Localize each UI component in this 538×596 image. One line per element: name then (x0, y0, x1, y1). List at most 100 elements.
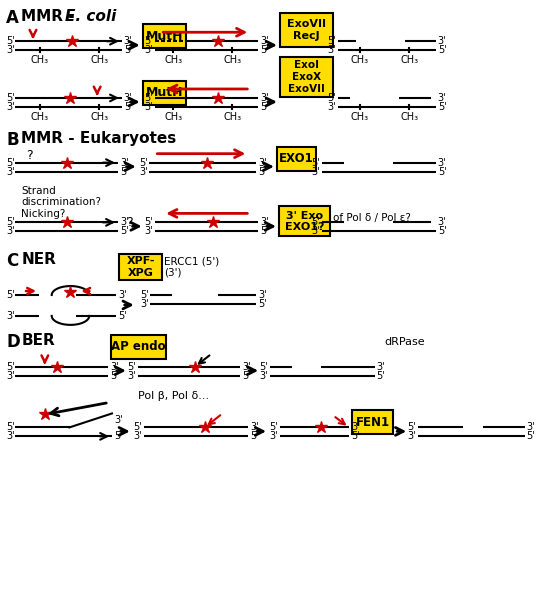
Text: 3': 3' (438, 93, 447, 103)
Text: ERCC1 (5'): ERCC1 (5') (164, 256, 220, 266)
Text: 3': 3' (140, 299, 148, 309)
Text: 3': 3' (260, 218, 268, 227)
Text: dRPase: dRPase (385, 337, 425, 347)
Text: 3' Exo
EXO1?: 3' Exo EXO1? (285, 210, 324, 232)
Text: 5': 5' (133, 423, 141, 432)
Text: 3': 3' (6, 226, 15, 236)
Text: 3': 3' (250, 423, 259, 432)
FancyBboxPatch shape (279, 206, 330, 236)
Text: 3': 3' (312, 226, 320, 236)
Text: MMR - Eukaryotes: MMR - Eukaryotes (21, 131, 176, 146)
Text: NER: NER (21, 252, 56, 267)
Text: 3': 3' (127, 371, 136, 381)
Text: 5': 5' (139, 157, 147, 167)
Text: MutH: MutH (146, 30, 183, 43)
Text: 3': 3' (124, 36, 132, 46)
Text: BER: BER (21, 333, 55, 348)
Text: MutH: MutH (146, 86, 183, 100)
Text: 3': 3' (438, 157, 447, 167)
Text: 5': 5' (124, 102, 132, 112)
Text: 3': 3' (145, 226, 153, 236)
FancyBboxPatch shape (277, 147, 316, 170)
Text: 5': 5' (140, 290, 148, 300)
Text: 3': 3' (6, 167, 15, 176)
Text: 3': 3' (118, 290, 126, 300)
Text: 5': 5' (242, 371, 251, 381)
Text: 3': 3' (110, 362, 118, 372)
FancyBboxPatch shape (352, 411, 393, 434)
Text: 5': 5' (6, 157, 15, 167)
Text: 3': 3' (145, 102, 153, 112)
Text: 5': 5' (438, 45, 447, 55)
Text: 3': 3' (6, 311, 15, 321)
Text: 5': 5' (120, 167, 129, 176)
Text: 5': 5' (327, 36, 336, 46)
Text: 3': 3' (242, 362, 251, 372)
Text: 3': 3' (6, 371, 15, 381)
Text: 3': 3' (120, 157, 129, 167)
Text: 3': 3' (258, 290, 267, 300)
Text: 3': 3' (139, 167, 147, 176)
Text: 5': 5' (6, 290, 15, 300)
Text: 5': 5' (377, 371, 385, 381)
Text: 5': 5' (110, 371, 119, 381)
Text: Strand
discrimination?
Nicking?: Strand discrimination? Nicking? (21, 185, 101, 219)
Text: CH₃: CH₃ (223, 112, 242, 122)
Text: E. coli: E. coli (65, 10, 116, 24)
Text: 3': 3' (120, 218, 129, 227)
Text: ?: ? (26, 149, 32, 162)
Text: 3': 3' (312, 167, 320, 176)
Text: D: D (6, 333, 20, 351)
Text: 3': 3' (438, 36, 447, 46)
Text: CH₃: CH₃ (31, 112, 49, 122)
Text: 5': 5' (250, 432, 259, 442)
Text: Pol β, Pol δ...: Pol β, Pol δ... (138, 390, 209, 401)
Text: 5': 5' (118, 311, 126, 321)
Text: CH₃: CH₃ (400, 55, 418, 65)
Text: 3': 3' (6, 102, 15, 112)
Text: 5': 5' (312, 218, 320, 227)
Text: 5': 5' (407, 423, 416, 432)
Text: CH₃: CH₃ (90, 55, 108, 65)
Text: 5': 5' (6, 36, 15, 46)
Text: 5': 5' (145, 218, 153, 227)
Text: 3': 3' (145, 45, 153, 55)
Text: 3': 3' (328, 45, 336, 55)
Text: of Pol δ / Pol ε?: of Pol δ / Pol ε? (333, 213, 411, 224)
Text: 3': 3' (6, 45, 15, 55)
Text: 5': 5' (145, 93, 153, 103)
Text: 5': 5' (124, 45, 132, 55)
Text: 5': 5' (312, 157, 320, 167)
Text: CH₃: CH₃ (400, 112, 418, 122)
Text: ExoI
ExoX
ExoVII: ExoI ExoX ExoVII (288, 60, 325, 94)
Text: 3': 3' (527, 423, 535, 432)
Text: XPF-
XPG: XPF- XPG (126, 256, 155, 278)
FancyBboxPatch shape (143, 24, 186, 48)
Text: AP endo: AP endo (111, 340, 166, 353)
Text: 5': 5' (6, 93, 15, 103)
Text: B: B (6, 131, 19, 149)
Text: 5': 5' (260, 226, 269, 236)
Text: 3': 3' (328, 102, 336, 112)
Text: 5': 5' (269, 423, 278, 432)
Text: 5': 5' (327, 93, 336, 103)
Text: 3': 3' (260, 93, 268, 103)
Text: ?: ? (126, 216, 132, 229)
Text: ExoVII
RecJ: ExoVII RecJ (287, 20, 326, 41)
Text: 5': 5' (258, 167, 267, 176)
Text: 5': 5' (438, 226, 447, 236)
Text: 3': 3' (351, 423, 359, 432)
Text: 5': 5' (127, 362, 136, 372)
FancyBboxPatch shape (280, 57, 333, 97)
Text: A: A (6, 10, 19, 27)
Text: CH₃: CH₃ (164, 55, 182, 65)
Text: 5': 5' (260, 45, 269, 55)
Text: 5': 5' (145, 36, 153, 46)
Text: CH₃: CH₃ (31, 55, 49, 65)
Text: 3': 3' (377, 362, 385, 372)
Text: 5': 5' (6, 218, 15, 227)
FancyBboxPatch shape (111, 335, 166, 359)
Text: CH₃: CH₃ (351, 55, 369, 65)
Text: 5': 5' (259, 362, 268, 372)
Text: 5': 5' (438, 167, 447, 176)
